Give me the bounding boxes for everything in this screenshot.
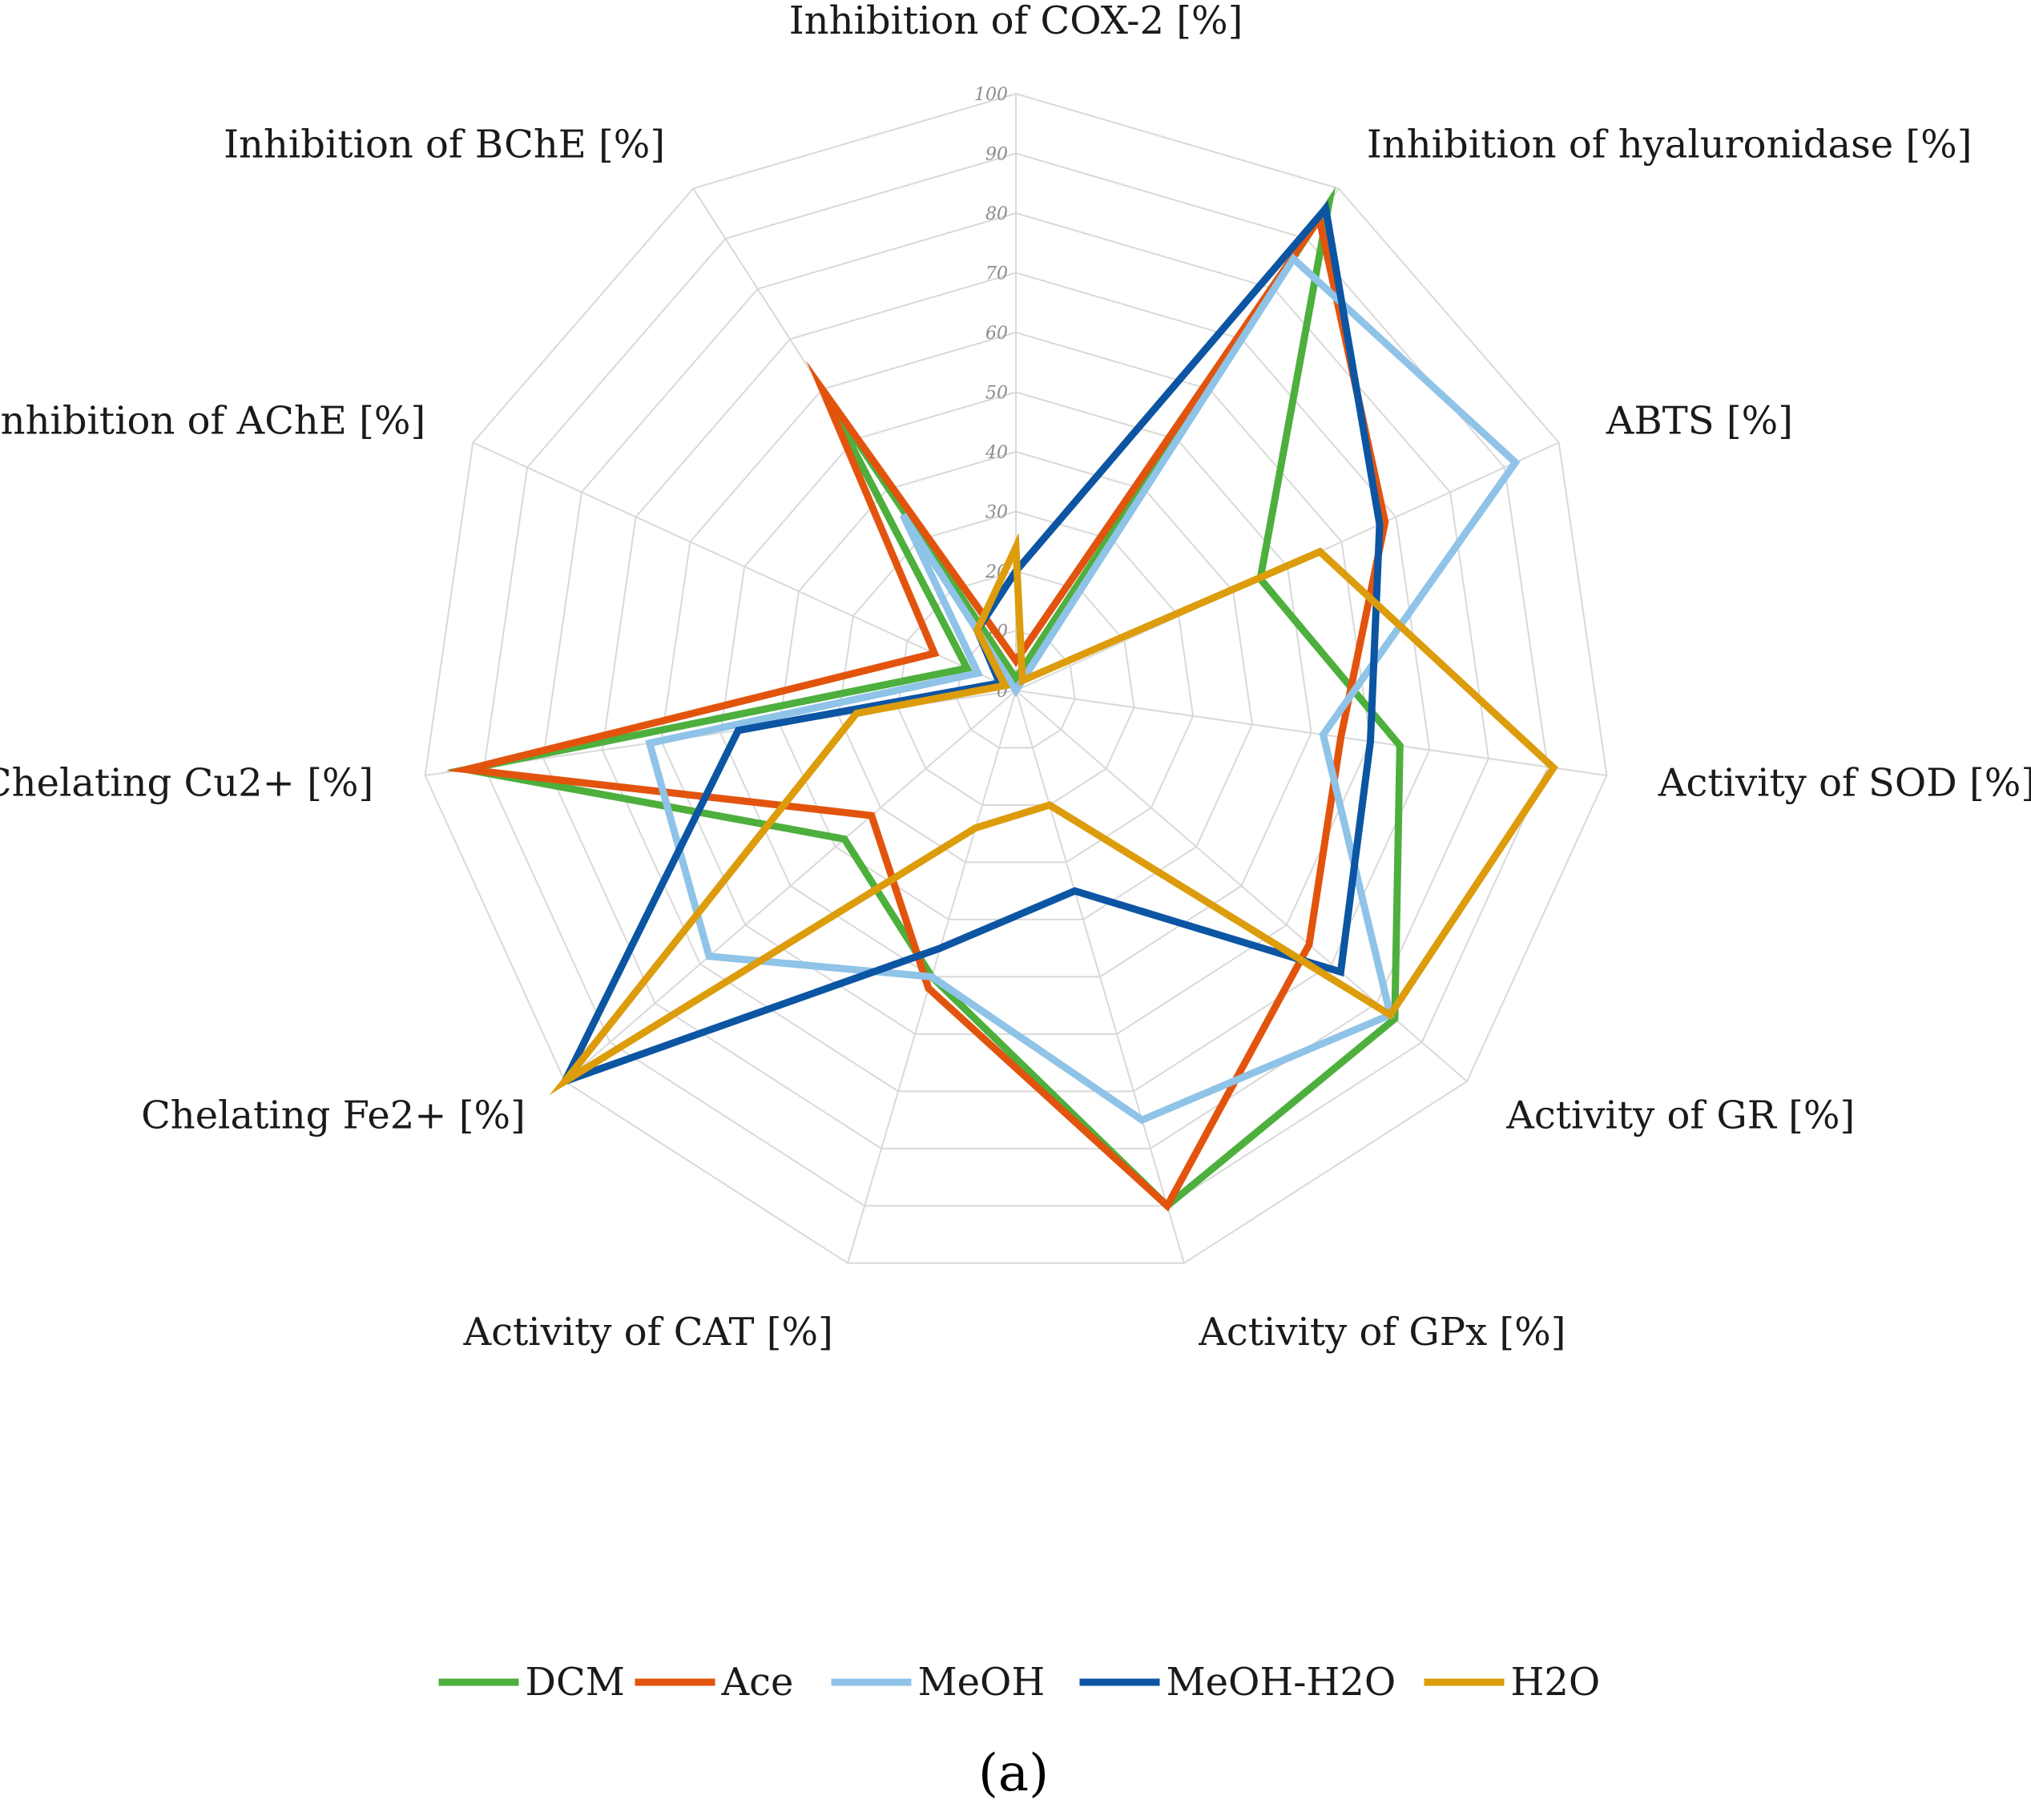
tick-label: 50 xyxy=(985,384,1008,404)
axis-label: Chelating Fe2+ [%] xyxy=(141,1093,526,1138)
grid-ring-30 xyxy=(837,510,1195,864)
spoke-5 xyxy=(1015,690,1185,1264)
legend-label: Ace xyxy=(721,1660,794,1705)
series-meoh xyxy=(645,253,1521,1125)
legend-label: MeOH-H2O xyxy=(1167,1660,1396,1705)
tick-label: 90 xyxy=(985,145,1008,165)
legend-label: H2O xyxy=(1511,1660,1601,1705)
axis-label: Activity of CAT [%] xyxy=(462,1310,832,1355)
legend: DCM Ace MeOH MeOH-H2O H2O xyxy=(438,1660,1601,1705)
grid-ring-100 xyxy=(424,92,1608,1264)
axis-label: Inhibition of COX-2 [%] xyxy=(789,0,1243,43)
tick-label: 70 xyxy=(985,264,1008,284)
figure-caption: (a) xyxy=(978,1744,1049,1803)
axis-labels: Inhibition of COX-2 [%] Inhibition of hya… xyxy=(0,0,2031,1355)
grid-ring-80 xyxy=(542,211,1489,1150)
data-series xyxy=(445,187,1558,1212)
series-h2o xyxy=(549,532,1558,1096)
axis-label: Inhibition of BChE [%] xyxy=(224,123,665,167)
axis-label: Inhibition of AChE [%] xyxy=(0,399,425,444)
tick-label: 40 xyxy=(985,443,1008,463)
series-meoh-h2o xyxy=(558,200,1384,1088)
axis-label: Activity of GPx [%] xyxy=(1198,1310,1566,1355)
grid-ring-90 xyxy=(483,152,1549,1207)
spoke-9 xyxy=(472,441,1017,691)
legend-label: MeOH xyxy=(918,1660,1046,1705)
axis-label: Chelating Cu2+ [%] xyxy=(0,760,373,805)
axis-label: Activity of GR [%] xyxy=(1505,1093,1855,1138)
spoke-7 xyxy=(564,690,1017,1082)
spoke-3 xyxy=(1015,690,1607,776)
series-dcm xyxy=(447,187,1404,1211)
axis-label: Activity of SOD [%] xyxy=(1658,760,2031,805)
tick-label: 100 xyxy=(974,85,1008,105)
tick-label: 60 xyxy=(985,324,1008,344)
axis-label: ABTS [%] xyxy=(1606,399,1793,444)
legend-label: DCM xyxy=(526,1660,625,1705)
axis-label: Inhibition of hyaluronidase [%] xyxy=(1367,123,1973,167)
tick-label: 30 xyxy=(985,503,1008,523)
tick-label: 80 xyxy=(985,204,1008,224)
grid-ring-20 xyxy=(897,570,1135,806)
